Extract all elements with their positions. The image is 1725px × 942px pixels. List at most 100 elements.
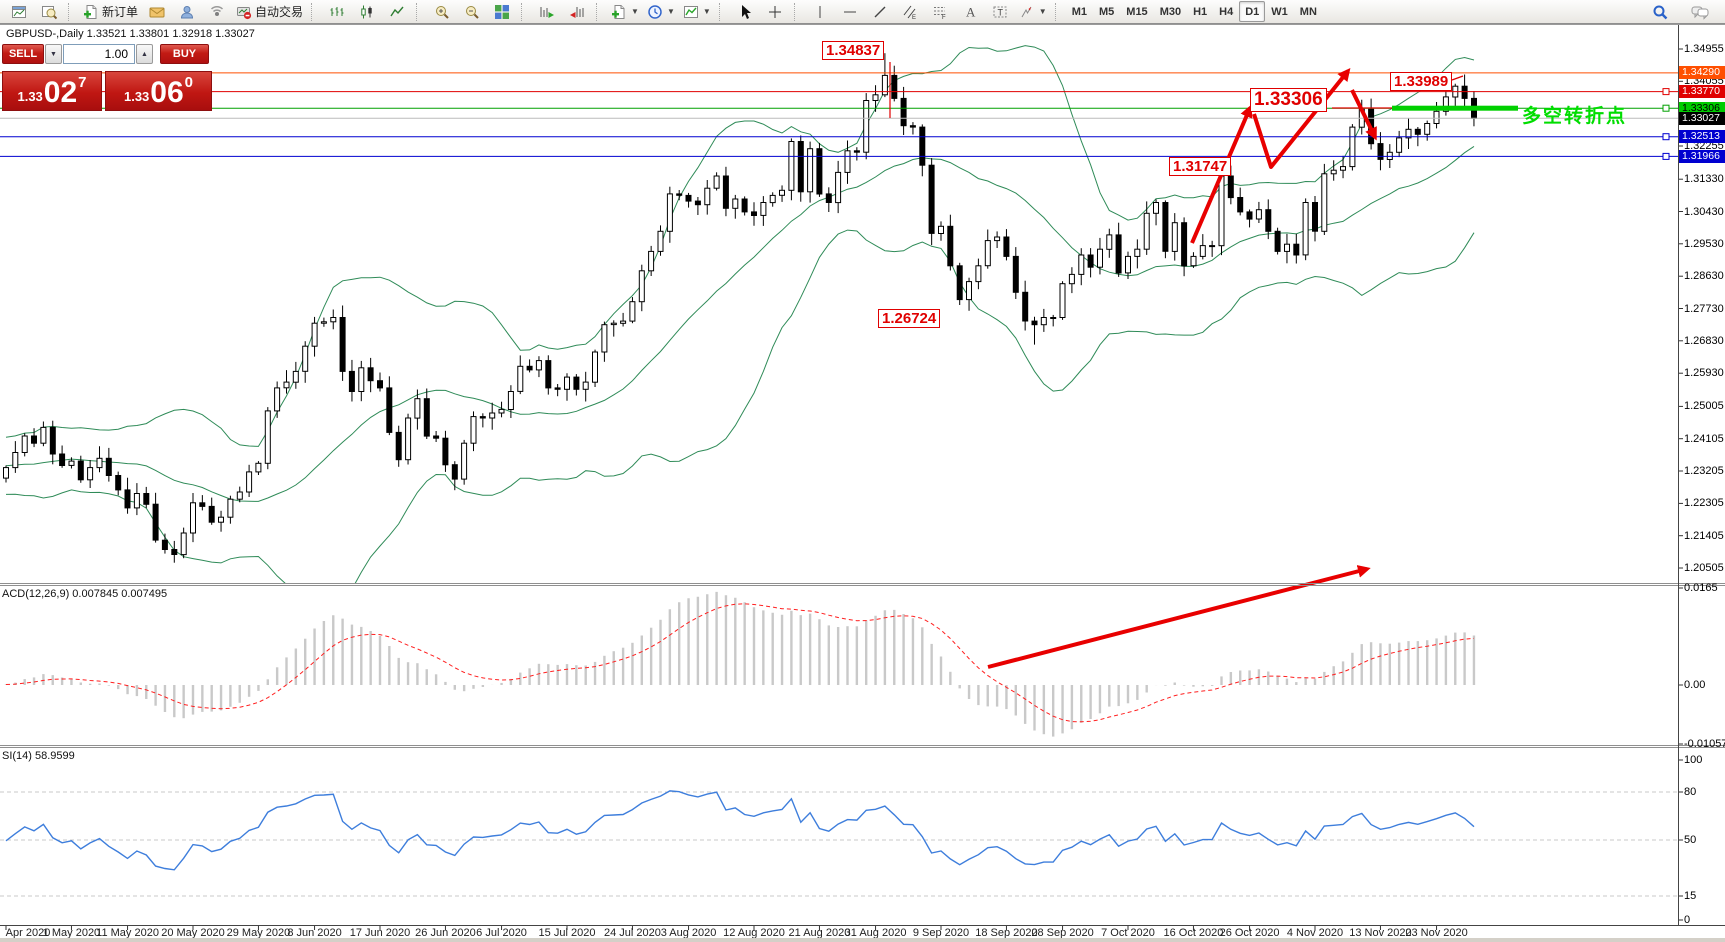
price-tick-label: 1.23205 <box>1684 465 1724 478</box>
symbol-header: GBPUSD-,Daily 1.33521 1.33801 1.32918 1.… <box>6 28 255 40</box>
turning-point-annotation[interactable]: 多空转折点 <box>1522 106 1628 127</box>
timeframe-W1[interactable]: W1 <box>1271 5 1288 18</box>
one-click-trading-panel: SELL ▼ ▲ BUY 1.33 02 7 1.33 06 0 <box>2 44 212 112</box>
candle-body <box>171 549 178 555</box>
candle-body <box>274 387 281 412</box>
candle-body <box>573 376 580 390</box>
price-tick-label: 1.24105 <box>1684 432 1724 445</box>
sell-price-big: 02 <box>43 76 78 109</box>
candle-body <box>966 281 972 301</box>
vertical-line-tool-icon[interactable] <box>805 1 835 23</box>
candle-body <box>68 460 75 466</box>
zoom-in-icon[interactable] <box>427 1 457 23</box>
timeframe-M15[interactable]: M15 <box>1126 5 1148 18</box>
new-chart-dropdown[interactable]: ▼ <box>607 1 643 23</box>
candle-body <box>1040 317 1047 326</box>
timeframe-M5[interactable]: M5 <box>1099 5 1115 18</box>
candle-body <box>648 250 655 272</box>
date-label: 12 Aug 2020 <box>723 927 785 939</box>
buy-button[interactable]: BUY <box>160 44 209 64</box>
auto-scroll-icon[interactable] <box>532 1 562 23</box>
candle-body <box>835 171 842 204</box>
candlestick-chart-type-icon[interactable] <box>352 1 382 23</box>
price-level-badge: 1.32513 <box>1679 130 1725 144</box>
date-label: 18 Sep 2020 <box>975 927 1038 939</box>
crosshair-icon[interactable] <box>760 1 790 23</box>
price-tag-annotation[interactable]: 1.34837 <box>822 41 885 61</box>
price-tag-annotation[interactable]: 1.33989 <box>1390 72 1453 92</box>
volume-decrease-button[interactable]: ▼ <box>45 44 62 64</box>
trend-arrow-annotation[interactable] <box>1252 68 1351 169</box>
timeframe-M30[interactable]: M30 <box>1159 5 1182 18</box>
candle-body <box>797 141 804 193</box>
timeframe-MN[interactable]: MN <box>1299 5 1317 18</box>
trendline-tool-icon[interactable] <box>865 1 895 23</box>
level-line-handle[interactable] <box>1662 104 1670 112</box>
candle-body <box>489 412 496 419</box>
candle-body <box>900 97 907 127</box>
auto-trading-button[interactable]: 自动交易 <box>232 1 307 23</box>
candle-body <box>657 230 664 252</box>
candle-body <box>1227 175 1234 199</box>
candle-body <box>367 367 374 382</box>
profiles-icon[interactable] <box>34 1 64 23</box>
new-order-button[interactable]: 新订单 <box>79 1 142 23</box>
arrows-tool-dropdown[interactable]: ▼ <box>1015 1 1051 23</box>
zoom-out-icon[interactable] <box>457 1 487 23</box>
candle-body <box>545 360 552 389</box>
candle-body <box>881 74 888 96</box>
price-tick-label: 1.26830 <box>1684 334 1724 347</box>
candle-body <box>1396 137 1403 153</box>
trend-arrow-annotation[interactable] <box>1350 89 1377 141</box>
sell-price-panel[interactable]: 1.33 02 7 <box>2 71 102 111</box>
cursor-icon[interactable] <box>730 1 760 23</box>
candle-body <box>779 189 785 196</box>
fibonacci-tool-icon[interactable]: F <box>925 1 955 23</box>
search-icon[interactable] <box>1645 1 1675 23</box>
candle-body <box>1199 245 1206 257</box>
chart-window-icon[interactable] <box>4 1 34 23</box>
timeframe-M1[interactable]: M1 <box>1071 5 1087 18</box>
indicators-dropdown[interactable]: ▼ <box>679 1 715 23</box>
candle-body <box>760 202 767 216</box>
period-dropdown[interactable]: ▼ <box>643 1 679 23</box>
bar-chart-type-icon[interactable] <box>322 1 352 23</box>
date-label: 9 Sep 2020 <box>912 927 970 939</box>
rsi-label: SI(14) 58.9599 <box>2 750 75 762</box>
text-label-tool-icon[interactable]: T <box>985 1 1015 23</box>
buy-price-panel[interactable]: 1.33 06 0 <box>105 71 212 111</box>
channel-tool-icon[interactable]: E <box>895 1 925 23</box>
tile-windows-icon[interactable] <box>487 1 517 23</box>
price-tag-annotation[interactable]: 1.31747 <box>1169 157 1232 177</box>
timeframe-H1[interactable]: H1 <box>1193 5 1208 18</box>
envelope-icon[interactable] <box>142 1 172 23</box>
signal-icon[interactable] <box>202 1 232 23</box>
horizontal-line-tool-icon[interactable] <box>835 1 865 23</box>
sell-button[interactable]: SELL <box>2 44 44 64</box>
price-tag-annotation[interactable]: 1.26724 <box>878 309 941 329</box>
chart-shift-icon[interactable] <box>562 1 592 23</box>
candle-body <box>582 381 589 390</box>
volume-input[interactable] <box>63 44 135 64</box>
candle-body <box>872 94 879 102</box>
timeframe-H4[interactable]: H4 <box>1219 5 1234 18</box>
timeframe-D1[interactable]: D1 <box>1239 1 1266 22</box>
market-icon[interactable] <box>172 1 202 23</box>
candle-body <box>732 198 739 209</box>
candle-body <box>96 457 103 469</box>
level-line-handle[interactable] <box>1662 133 1670 141</box>
date-label: 29 May 2020 <box>226 927 291 939</box>
candle-body <box>161 539 168 551</box>
candle-body <box>302 345 309 372</box>
community-chat-icon[interactable] <box>1685 1 1715 23</box>
candle-body <box>451 464 458 480</box>
turning-point-line[interactable] <box>1392 105 1518 111</box>
level-line-handle[interactable] <box>1662 152 1670 160</box>
volume-increase-button[interactable]: ▲ <box>136 44 153 64</box>
line-chart-type-icon[interactable] <box>382 1 412 23</box>
level-line-handle[interactable] <box>1662 88 1670 96</box>
date-label: 4 Nov 2020 <box>1286 927 1344 939</box>
text-tool-icon[interactable]: A <box>955 1 985 23</box>
price-tag-annotation[interactable]: 1.33306 <box>1250 88 1327 112</box>
